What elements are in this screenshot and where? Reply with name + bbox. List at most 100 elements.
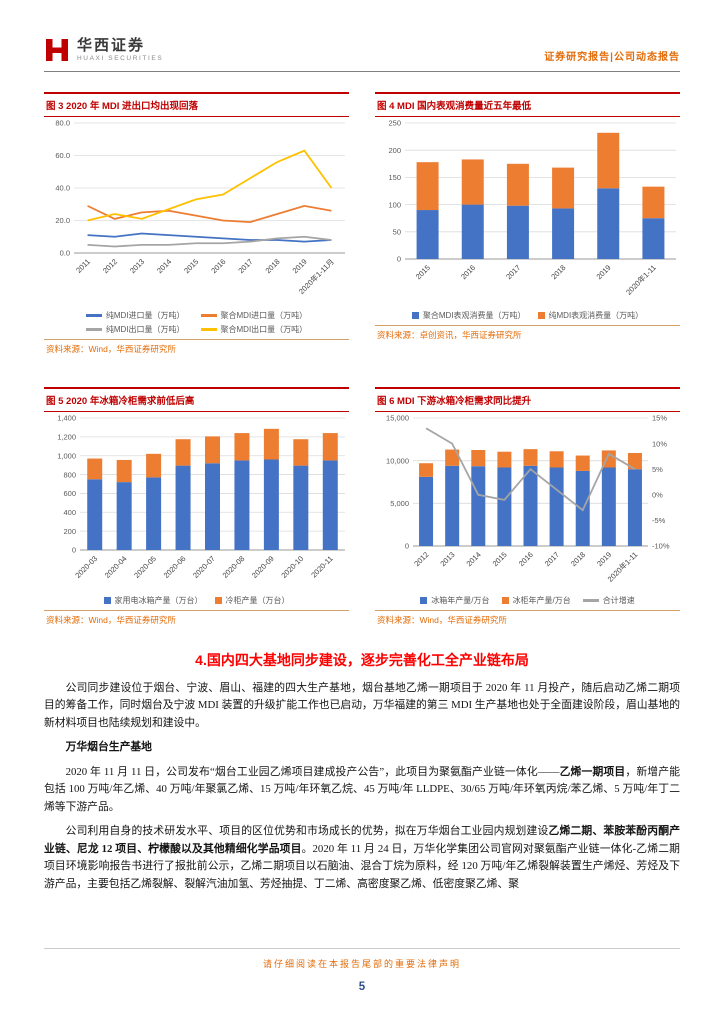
svg-text:2020-08: 2020-08 [221,554,247,580]
figure-6: 图 6 MDI 下游冰箱冷柜需求同比提升 0 5,000 10,000 15,000 -… [375,387,680,630]
section-heading: 4.国内四大基地同步建设，逐步完善化工全产业链布局 [195,652,529,668]
legend-item: 聚合MDI出口量（万吨） [200,324,307,335]
legend-item: 纯MDI出口量（万吨） [85,324,185,335]
figure-3-caption: 图 3 2020 年 MDI 进出口均出现回落 [44,94,349,117]
legend-item: 聚合MDI表观消费量（万吨） [411,310,526,321]
svg-text:0.0: 0.0 [60,249,70,258]
figure-6-caption: 图 6 MDI 下游冰箱冷柜需求同比提升 [375,389,680,412]
svg-text:2013: 2013 [438,550,456,568]
legend-marker [537,312,545,319]
page-footer: 请仔细阅读在本报告尾部的重要法律声明 5 [0,948,724,1024]
svg-text:2020-09: 2020-09 [250,554,276,580]
legend-label: 家用电冰箱产量（万台） [114,596,203,605]
figure-5-legend: 家用电冰箱产量（万台） 冷柜产量（万台） [44,594,349,610]
fig4-svg: 0 50 100 150 200 250 2015 2016 2017 2018 2019 2020年… [388,119,676,297]
legend-label: 冰箱年产量/万台 [431,596,490,605]
svg-text:2016: 2016 [459,263,477,281]
svg-text:0: 0 [72,546,76,555]
legend-label: 纯MDI表观消费量（万吨） [548,311,644,320]
svg-text:2019: 2019 [595,550,613,568]
svg-text:40.0: 40.0 [55,184,70,193]
svg-text:600: 600 [63,489,76,498]
svg-text:-10%: -10% [652,542,670,551]
svg-text:2019: 2019 [291,257,309,275]
svg-text:2013: 2013 [128,257,146,275]
svg-text:2020-07: 2020-07 [191,554,217,580]
figure-4-caption: 图 4 MDI 国内表观消费量近五年最低 [375,94,680,117]
figure-3: 图 3 2020 年 MDI 进出口均出现回落 0.0 20.0 40.0 60.0 8… [44,92,349,359]
legend-marker [582,599,599,602]
page-header: 华西证券 HUAXI SECURITIES 证券研究报告|公司动态报告 [44,26,680,72]
svg-text:2020-04: 2020-04 [103,554,129,580]
svg-text:1,000: 1,000 [57,451,76,460]
svg-text:0: 0 [397,255,401,264]
figure-6-legend: 冰箱年产量/万台 冰柜年产量/万台 合计增速 [375,594,680,610]
svg-text:10%: 10% [652,439,667,448]
svg-text:2012: 2012 [101,257,119,275]
svg-text:250: 250 [388,119,401,128]
legend-item: 聚合MDI进口量（万吨） [200,310,307,321]
svg-text:400: 400 [63,508,76,517]
subsection-heading: 万华烟台生产基地 [65,741,152,754]
svg-text:2014: 2014 [465,550,483,568]
svg-text:2016: 2016 [209,257,227,275]
svg-text:5%: 5% [652,465,663,474]
legend-item: 冰箱年产量/万台 [420,595,490,606]
svg-text:2012: 2012 [412,550,430,568]
huaxi-logo-icon [46,39,68,61]
figure-4-source: 资料来源：卓创资讯，华西证券研究所 [375,325,680,345]
figure-6-chart: 0 5,000 10,000 15,000 -10% -5% 0% 5% 10% 15% 2012 2… [375,412,680,594]
svg-text:2018: 2018 [549,263,567,281]
figure-3-legend: 纯MDI进口量（万吨） 聚合MDI进口量（万吨） 纯MDI出口量（万吨） 聚合MDI出… [44,309,349,339]
legend-marker [200,328,217,331]
svg-text:-5%: -5% [652,516,666,525]
footer-inner: 请仔细阅读在本报告尾部的重要法律声明 5 [44,948,680,993]
figure-4-legend: 聚合MDI表观消费量（万吨） 纯MDI表观消费量（万吨） [375,309,680,325]
legend-label: 冰柜年产量/万台 [512,596,571,605]
paragraph: 2020 年 11 月 11 日，公司发布“烟台工业园乙烯项目建成投产公告”，此… [44,765,681,813]
svg-text:2014: 2014 [155,257,173,275]
fig3-svg: 0.0 20.0 40.0 60.0 80.0 2011 2012 2013 2014 2015 2… [55,119,345,296]
svg-text:15,000: 15,000 [386,414,409,423]
svg-text:2017: 2017 [236,257,254,275]
svg-text:1,400: 1,400 [57,414,76,423]
legend-marker [420,597,428,604]
svg-text:2016: 2016 [517,550,535,568]
svg-text:800: 800 [63,470,76,479]
svg-text:5,000: 5,000 [390,499,409,508]
svg-text:2020-05: 2020-05 [132,554,158,580]
figure-6-source: 资料来源：Wind，华西证券研究所 [375,610,680,630]
legend-marker [85,314,102,317]
legend-marker [411,312,419,319]
svg-text:2018: 2018 [264,257,282,275]
svg-text:1,200: 1,200 [57,433,76,442]
legend-marker [200,314,217,317]
svg-text:200: 200 [388,146,401,155]
svg-text:2020-10: 2020-10 [279,554,305,580]
svg-text:2017: 2017 [543,550,561,568]
fig6-svg: 0 5,000 10,000 15,000 -10% -5% 0% 5% 10% 15% 2012 2… [386,414,670,584]
svg-text:20.0: 20.0 [55,216,70,225]
legend-label: 纯MDI出口量（万吨） [105,325,185,334]
report-type-label: 证券研究报告|公司动态报告 [544,52,680,63]
logo-cn-text: 华西证券 [77,37,146,54]
svg-text:2017: 2017 [504,263,522,281]
figure-5: 图 5 2020 年冰箱冷柜需求前低后高 0 200 400 600 800 1,000 1… [44,387,349,630]
logo-en-text: HUAXI SECURITIES [77,54,164,62]
legend-marker [85,328,102,331]
figure-3-source: 资料来源：Wind，华西证券研究所 [44,339,349,359]
legend-label: 聚合MDI表观消费量（万吨） [422,311,526,320]
page-number: 5 [358,981,366,993]
legend-marker [501,597,509,604]
legend-item: 冰柜年产量/万台 [501,595,571,606]
legend-item: 纯MDI进口量（万吨） [85,310,185,321]
svg-text:2020年1-11: 2020年1-11 [623,262,657,296]
svg-text:2020-11: 2020-11 [309,554,334,579]
svg-text:80.0: 80.0 [55,119,70,128]
legend-label: 合计增速 [602,596,635,605]
huaxi-logo: 华西证券 HUAXI SECURITIES [44,37,163,63]
svg-text:50: 50 [393,228,401,237]
legend-label: 冷柜产量（万台） [225,596,290,605]
figure-4: 图 4 MDI 国内表观消费量近五年最低 0 50 100 150 200 250 2015… [375,92,680,359]
